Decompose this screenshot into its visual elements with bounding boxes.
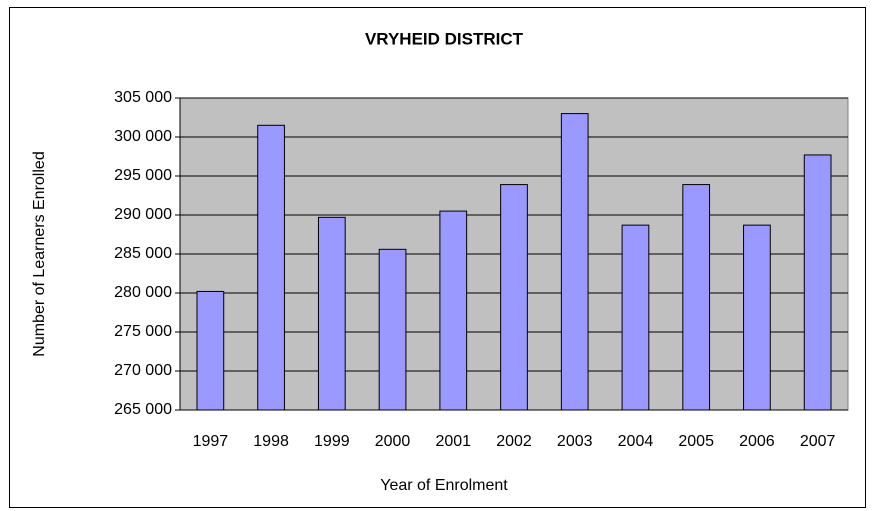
bar [196,290,225,411]
y-tick-label: 305 000 [114,89,172,106]
bar [743,224,771,411]
bar [439,210,468,411]
x-tick-label: 2005 [678,433,714,450]
x-tick-label: 2002 [496,433,532,450]
x-tick-label: 1997 [193,433,229,450]
bar [317,216,346,411]
bar [803,154,832,411]
chart-title: VRYHEID DISTRICT [365,29,524,48]
bar [682,184,711,411]
y-tick-label: 290 000 [114,206,172,223]
x-axis-label: Year of Enrolment [380,477,508,494]
y-tick-label: 280 000 [114,284,172,301]
bar [378,248,407,411]
x-tick-label: 2000 [375,433,411,450]
y-tick-label: 265 000 [114,401,172,418]
bar [621,224,650,411]
y-tick-label: 275 000 [114,323,172,340]
bar [500,184,528,411]
bar [560,113,589,411]
y-tick-label: 285 000 [114,245,172,262]
y-tick-label: 270 000 [114,362,172,379]
x-tick-label: 2004 [618,433,654,450]
y-axis-label: Number of Learners Enrolled [31,151,48,356]
x-tick-label: 2007 [800,433,836,450]
y-tick-label: 295 000 [114,167,172,184]
bar [257,124,285,411]
x-tick-label: 2001 [435,433,471,450]
y-tick-label: 300 000 [114,128,172,145]
x-tick-label: 1999 [314,433,350,450]
x-tick-label: 1998 [253,433,289,450]
x-tick-label: 2003 [557,433,593,450]
x-tick-label: 2006 [739,433,775,450]
